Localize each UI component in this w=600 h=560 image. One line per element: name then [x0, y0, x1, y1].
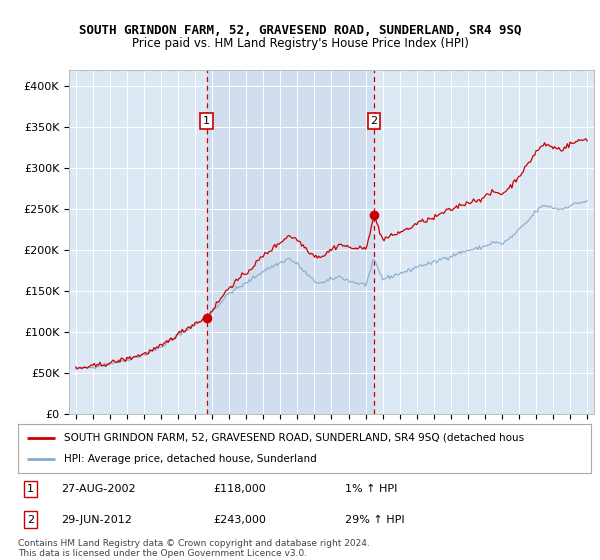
Text: Contains HM Land Registry data © Crown copyright and database right 2024.
This d: Contains HM Land Registry data © Crown c…	[18, 539, 370, 558]
Bar	[206, 70, 374, 414]
Text: 27-AUG-2002: 27-AUG-2002	[61, 484, 136, 494]
Text: 1% ↑ HPI: 1% ↑ HPI	[344, 484, 397, 494]
Text: HPI: Average price, detached house, Sunderland: HPI: Average price, detached house, Sund…	[64, 454, 317, 464]
Text: £243,000: £243,000	[213, 515, 266, 525]
Text: SOUTH GRINDON FARM, 52, GRAVESEND ROAD, SUNDERLAND, SR4 9SQ: SOUTH GRINDON FARM, 52, GRAVESEND ROAD, …	[79, 24, 521, 36]
Text: 29-JUN-2012: 29-JUN-2012	[61, 515, 132, 525]
Text: £118,000: £118,000	[213, 484, 266, 494]
Text: 2: 2	[27, 515, 34, 525]
Text: SOUTH GRINDON FARM, 52, GRAVESEND ROAD, SUNDERLAND, SR4 9SQ (detached hous: SOUTH GRINDON FARM, 52, GRAVESEND ROAD, …	[64, 433, 524, 443]
Text: 1: 1	[27, 484, 34, 494]
Text: Price paid vs. HM Land Registry's House Price Index (HPI): Price paid vs. HM Land Registry's House …	[131, 37, 469, 50]
Text: 1: 1	[203, 116, 210, 126]
Text: 29% ↑ HPI: 29% ↑ HPI	[344, 515, 404, 525]
Text: 2: 2	[371, 116, 377, 126]
